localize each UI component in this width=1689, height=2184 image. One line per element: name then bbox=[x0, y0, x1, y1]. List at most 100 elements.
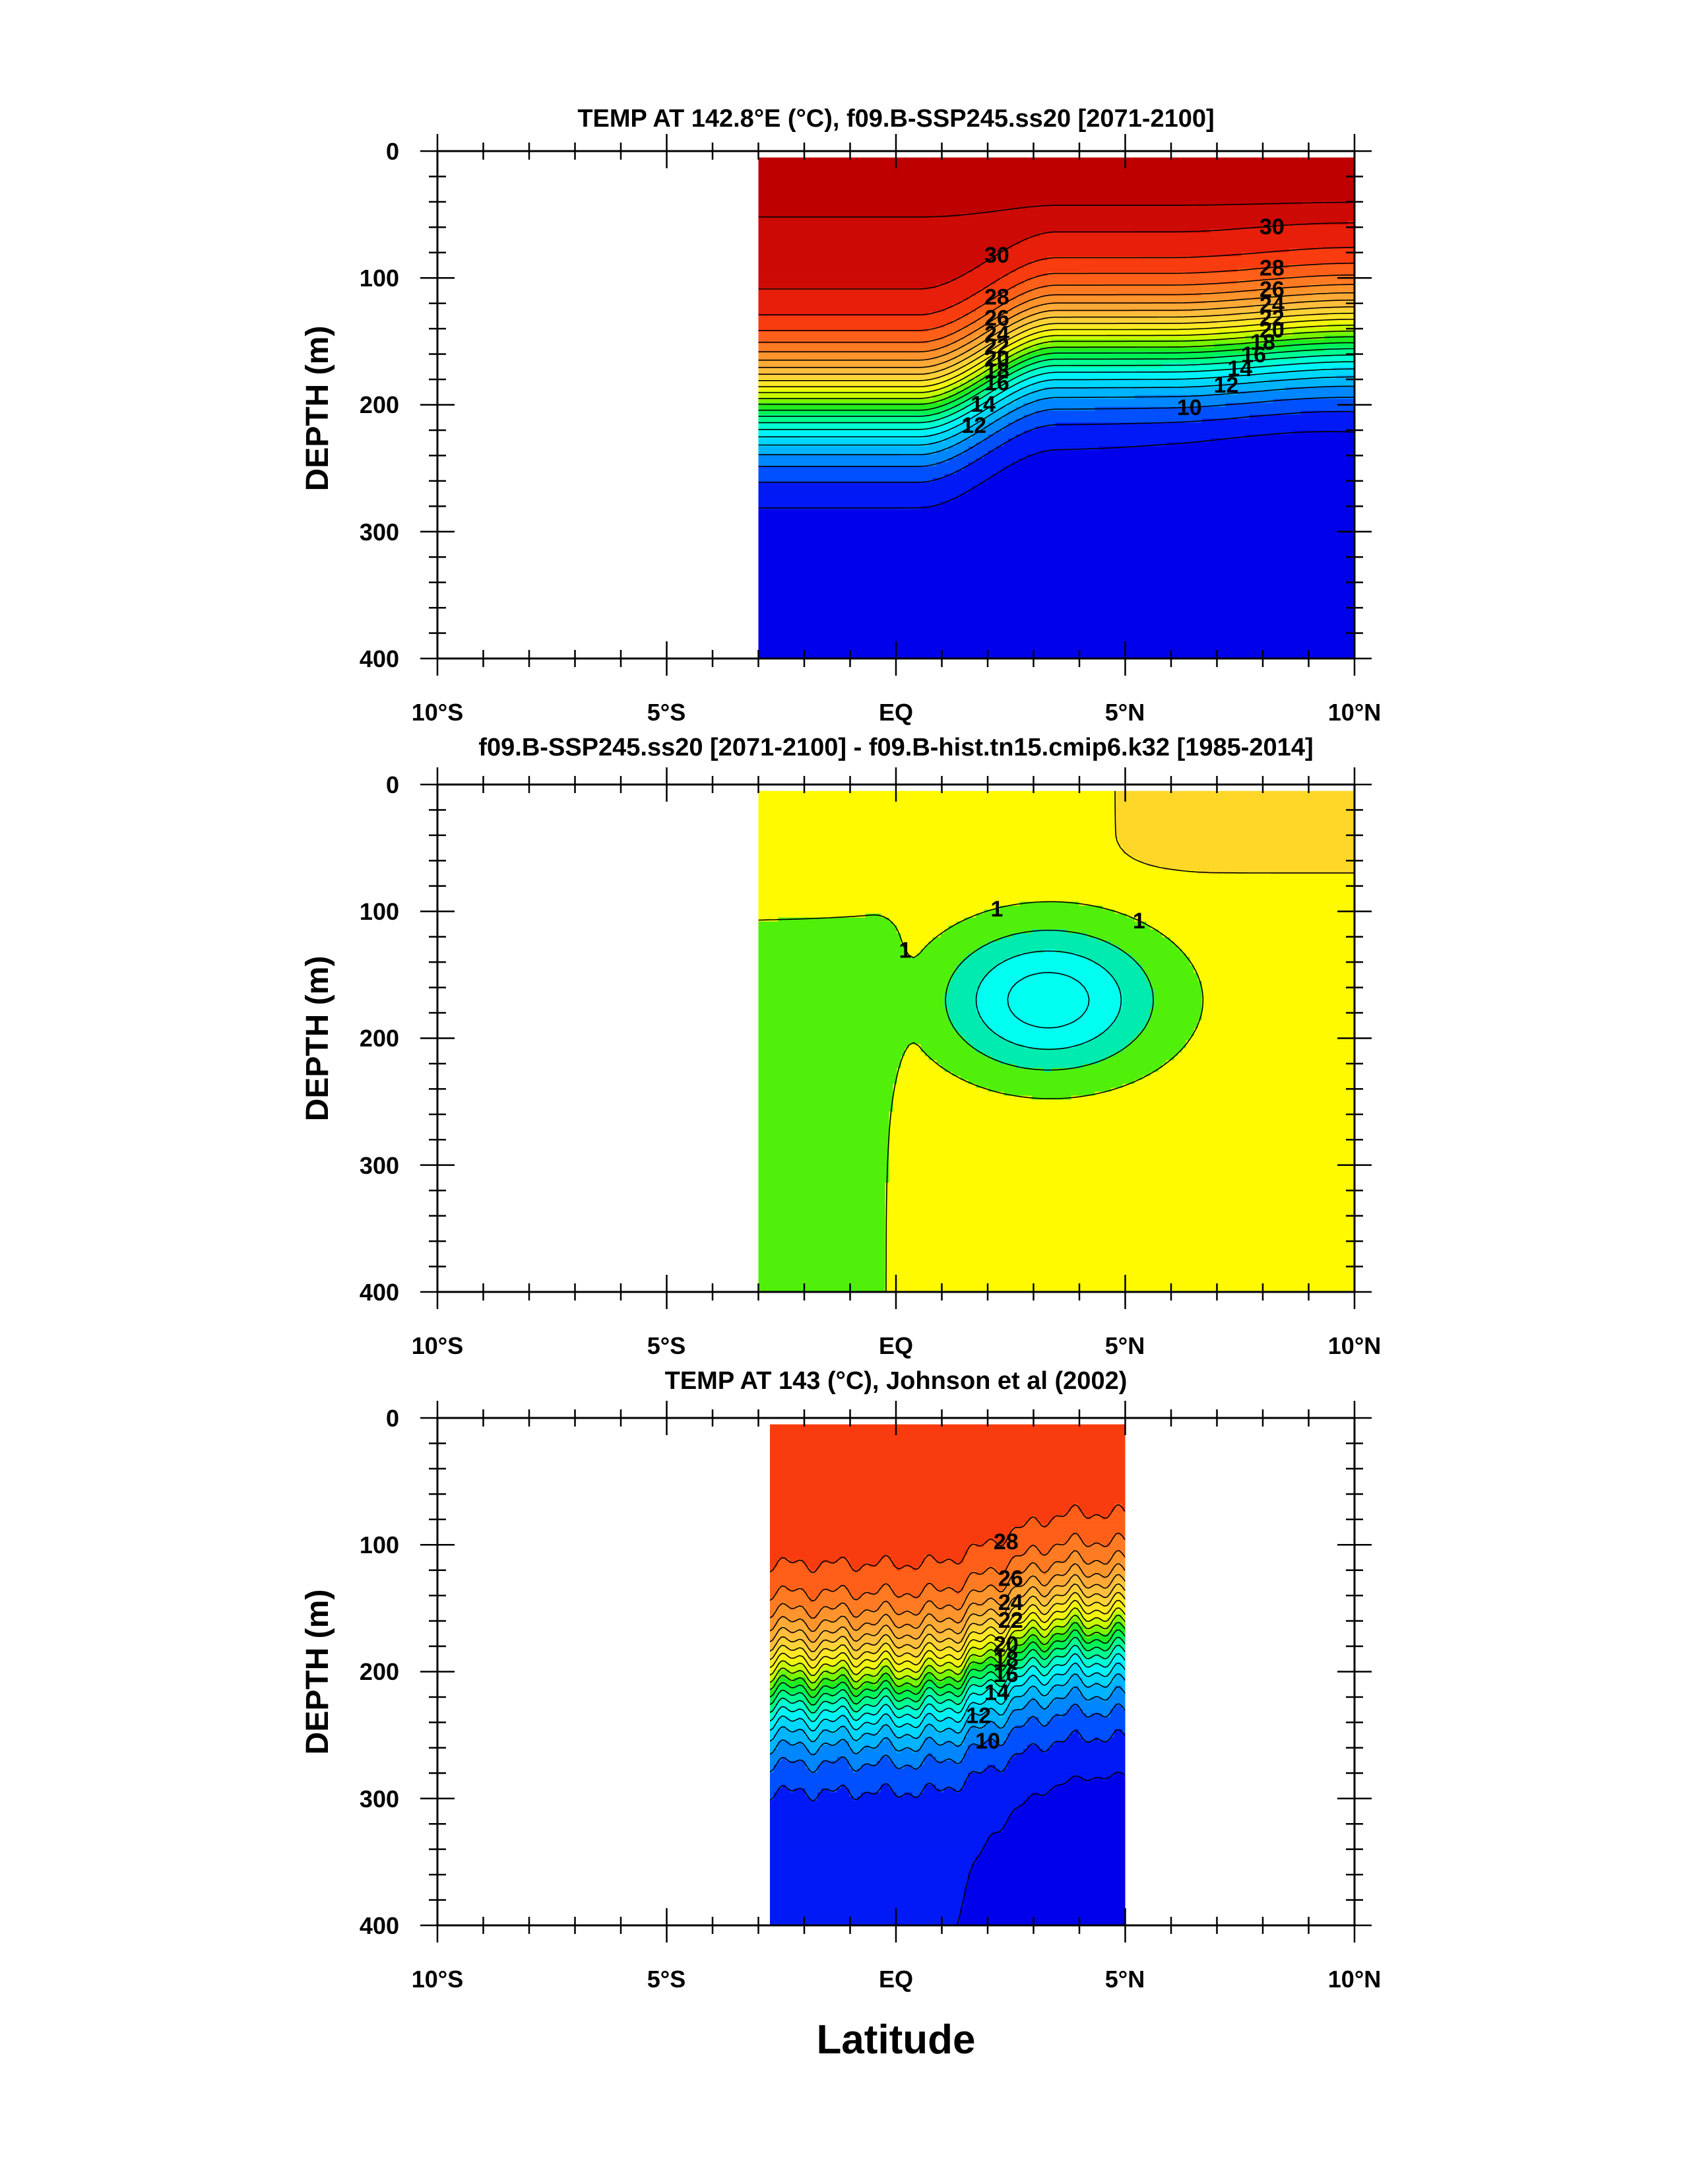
field-cell bbox=[929, 170, 934, 174]
field-cell bbox=[1060, 170, 1064, 174]
field-cell bbox=[1242, 170, 1246, 174]
field-cell bbox=[1210, 189, 1215, 194]
field-cell bbox=[905, 170, 910, 174]
field-cell bbox=[1269, 166, 1274, 170]
field-cell bbox=[885, 181, 890, 186]
field-cell bbox=[897, 189, 902, 194]
field-cell bbox=[850, 189, 854, 194]
field-cell bbox=[1163, 193, 1167, 198]
field-cell bbox=[1071, 189, 1076, 194]
field-cell bbox=[972, 177, 977, 182]
field-cell bbox=[1036, 158, 1040, 162]
panel-1-y-axis-label: DEPTH (m) bbox=[300, 326, 335, 492]
field-cell bbox=[917, 170, 922, 174]
field-cell bbox=[1056, 174, 1060, 178]
field-cell bbox=[1028, 193, 1033, 198]
field-cell bbox=[1020, 185, 1025, 190]
field-cell bbox=[1333, 158, 1337, 162]
field-cell bbox=[1230, 193, 1234, 198]
field-cell bbox=[1178, 181, 1183, 186]
field-cell bbox=[889, 158, 894, 162]
field-cell bbox=[1265, 185, 1270, 190]
field-cell bbox=[972, 181, 977, 186]
field-cell bbox=[1194, 174, 1199, 178]
field-cell bbox=[957, 170, 961, 174]
field-cell bbox=[763, 170, 767, 174]
field-cell bbox=[1265, 170, 1270, 174]
field-cell bbox=[826, 166, 831, 170]
field-cell bbox=[992, 189, 997, 194]
field-cell bbox=[925, 189, 930, 194]
field-cell bbox=[1293, 193, 1298, 198]
field-cell bbox=[1143, 177, 1147, 182]
field-cell bbox=[925, 181, 930, 186]
field-cell bbox=[1123, 193, 1128, 198]
field-cell bbox=[862, 197, 866, 202]
field-cell bbox=[1202, 185, 1207, 190]
field-cell bbox=[1060, 197, 1064, 202]
field-cell bbox=[767, 189, 771, 194]
field-cell bbox=[1052, 177, 1056, 182]
field-cell bbox=[1341, 158, 1345, 162]
field-cell bbox=[826, 185, 831, 190]
field-cell bbox=[1123, 197, 1128, 202]
field-cell bbox=[830, 181, 835, 186]
field-cell bbox=[885, 197, 890, 202]
field-cell bbox=[1269, 162, 1274, 166]
field-cell bbox=[1151, 185, 1155, 190]
field-cell bbox=[1269, 185, 1274, 190]
field-cell bbox=[957, 174, 961, 178]
field-cell bbox=[759, 166, 763, 170]
field-cell bbox=[1349, 170, 1353, 174]
field-cell bbox=[1301, 170, 1306, 174]
field-cell bbox=[1135, 189, 1139, 194]
field-cell bbox=[842, 170, 846, 174]
field-cell bbox=[763, 177, 767, 182]
field-cell bbox=[1028, 170, 1033, 174]
field-cell bbox=[1036, 193, 1040, 198]
field-cell bbox=[1337, 177, 1341, 182]
field-cell bbox=[1261, 174, 1266, 178]
field-cell bbox=[1056, 193, 1060, 198]
field-cell bbox=[1254, 193, 1258, 198]
field-cell bbox=[1155, 197, 1159, 202]
field-cell bbox=[1242, 189, 1246, 194]
field-cell bbox=[1273, 158, 1278, 162]
field-cell bbox=[814, 181, 819, 186]
field-cell bbox=[1060, 158, 1064, 162]
field-cell bbox=[877, 158, 882, 162]
field-cell bbox=[1071, 174, 1076, 178]
field-cell bbox=[1087, 181, 1092, 186]
field-cell bbox=[1060, 193, 1064, 198]
field-cell bbox=[1139, 170, 1143, 174]
field-cell bbox=[1056, 158, 1060, 162]
field-cell bbox=[779, 174, 783, 178]
field-cell bbox=[771, 189, 775, 194]
field-cell bbox=[953, 174, 957, 178]
field-cell bbox=[1214, 174, 1219, 178]
field-cell bbox=[1265, 158, 1270, 162]
field-cell bbox=[794, 197, 799, 202]
field-cell bbox=[1178, 185, 1183, 190]
field-cell bbox=[933, 174, 938, 178]
field-cell bbox=[1214, 181, 1219, 186]
field-cell bbox=[790, 193, 795, 198]
field-cell bbox=[1214, 177, 1219, 182]
field-cell bbox=[790, 189, 795, 194]
field-cell bbox=[988, 181, 993, 186]
field-cell bbox=[1246, 193, 1250, 198]
field-cell bbox=[862, 162, 866, 166]
field-cell bbox=[1099, 166, 1104, 170]
field-cell bbox=[1337, 162, 1341, 166]
field-cell bbox=[1075, 181, 1080, 186]
field-cell bbox=[838, 162, 843, 166]
field-cell bbox=[1143, 189, 1147, 194]
field-cell bbox=[1024, 170, 1029, 174]
field-cell bbox=[1273, 177, 1278, 182]
field-cell bbox=[1242, 181, 1246, 186]
field-cell bbox=[1198, 170, 1203, 174]
field-cell bbox=[949, 193, 953, 198]
field-cell bbox=[870, 166, 874, 170]
field-cell bbox=[1012, 197, 1017, 202]
field-cell bbox=[1174, 166, 1179, 170]
